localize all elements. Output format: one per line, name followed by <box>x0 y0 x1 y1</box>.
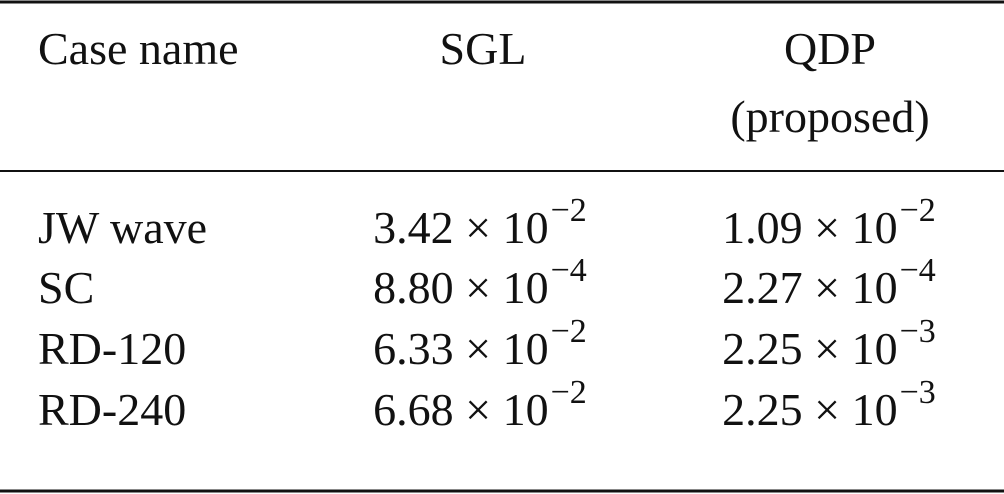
mantissa: 6.68 × 10 <box>373 384 548 435</box>
exponent: −4 <box>551 252 587 289</box>
value-cell: 6.68 × 10−2 <box>373 374 587 435</box>
exponent: −2 <box>551 192 587 229</box>
mantissa: 2.27 × 10 <box>722 262 897 313</box>
value-cell: 1.09 × 10−2 <box>722 192 936 253</box>
exponent: −2 <box>551 313 587 350</box>
header-cell: (proposed) <box>730 91 929 142</box>
case-name: SC <box>38 262 94 313</box>
mantissa: 6.33 × 10 <box>373 323 548 374</box>
value-cell: 8.80 × 10−4 <box>373 252 587 313</box>
exponent: −3 <box>900 313 936 350</box>
header-cell: QDP <box>784 23 876 74</box>
value-cell: 2.25 × 10−3 <box>722 313 936 374</box>
exponent: −2 <box>551 374 587 411</box>
value-cell: 2.25 × 10−3 <box>722 374 936 435</box>
value-cell: 3.42 × 10−2 <box>373 192 587 253</box>
mantissa: 8.80 × 10 <box>373 262 548 313</box>
exponent: −2 <box>900 192 936 229</box>
case-name: JW wave <box>38 202 207 253</box>
header-cell: Case name <box>38 23 239 74</box>
mantissa: 2.25 × 10 <box>722 384 897 435</box>
mantissa: 2.25 × 10 <box>722 323 897 374</box>
value-cell: 6.33 × 10−2 <box>373 313 587 374</box>
case-name: RD-120 <box>38 323 186 374</box>
value-cell: 2.27 × 10−4 <box>722 252 936 313</box>
case-name: RD-240 <box>38 384 186 435</box>
header-cell: SGL <box>440 23 527 74</box>
exponent: −4 <box>900 252 936 289</box>
exponent: −3 <box>900 374 936 411</box>
table-body: JW wave 3.42 × 10−2 1.09 × 10−2SC 8.80 × 10… <box>38 192 936 435</box>
mantissa: 3.42 × 10 <box>373 202 548 253</box>
mantissa: 1.09 × 10 <box>722 202 897 253</box>
